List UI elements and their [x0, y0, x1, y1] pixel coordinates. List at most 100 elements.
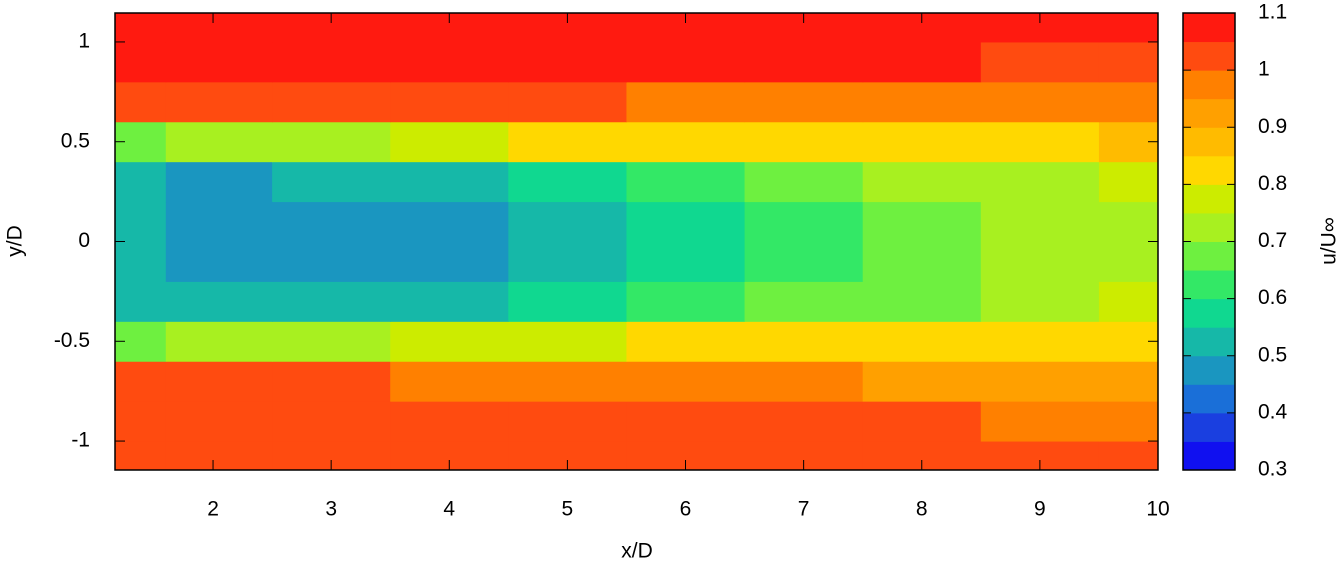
x-tick-label: 2 — [207, 498, 219, 521]
colorbar-band — [1183, 98, 1235, 128]
contour-cell — [980, 161, 1100, 203]
colorbar-band — [1183, 441, 1235, 471]
colorbar-label: u/U∞ — [1318, 217, 1341, 265]
contour-cell — [626, 241, 746, 282]
contour-cell — [390, 121, 509, 163]
contour-cell — [744, 121, 864, 163]
contour-cell — [115, 81, 167, 123]
contour-cell — [390, 81, 509, 123]
contour-cell — [115, 281, 167, 322]
contour-cell — [1098, 361, 1159, 402]
contour-cell — [508, 121, 627, 163]
x-tick-label: 8 — [916, 498, 928, 521]
contour-cell — [862, 321, 982, 362]
contour-cell — [272, 281, 391, 322]
contour-cell — [115, 13, 167, 43]
contour-cell — [390, 281, 509, 322]
x-tick-label: 10 — [1146, 498, 1169, 521]
contour-cell — [165, 161, 273, 203]
colorbar-tick-label: 0.5 — [1258, 343, 1287, 366]
contour-cell — [744, 361, 864, 402]
contour-cell — [980, 401, 1100, 442]
colorbar-band — [1183, 384, 1235, 414]
x-tick-label: 5 — [562, 498, 574, 521]
colorbar-band — [1183, 355, 1235, 385]
contour-cell — [744, 81, 864, 123]
y-tick-label: -0.5 — [54, 329, 90, 352]
contour-cell — [980, 121, 1100, 163]
contour-cell — [862, 401, 982, 442]
colorbar-tick-label: 0.7 — [1258, 229, 1287, 252]
contour-cell — [744, 401, 864, 442]
contour-cell — [1098, 41, 1159, 83]
contour-cell — [626, 321, 746, 362]
contour-cell — [508, 81, 627, 123]
colorbar-band — [1183, 155, 1235, 185]
contour-cell — [390, 161, 509, 203]
contour-cell — [1098, 81, 1159, 123]
contour-cell — [390, 241, 509, 282]
contour-cell — [1098, 161, 1159, 203]
contour-cell — [980, 321, 1100, 362]
contour-cell — [165, 41, 273, 83]
contour-cell — [115, 361, 167, 402]
contour-cell — [115, 161, 167, 203]
y-axis-label: y/D — [4, 225, 27, 257]
contour-cell — [626, 401, 746, 442]
colorbar-tick-label: 0.6 — [1258, 286, 1287, 309]
contour-cell — [1098, 441, 1159, 471]
contour-cell — [390, 321, 509, 362]
contour-cell — [390, 41, 509, 83]
colorbar-band — [1183, 412, 1235, 442]
contour-cell — [626, 41, 746, 83]
contour-cell — [862, 81, 982, 123]
colorbar-band — [1183, 270, 1235, 300]
contour-cell — [980, 241, 1100, 282]
y-tick-label: 0 — [78, 229, 90, 252]
contour-cell — [508, 361, 627, 402]
contour-cell — [626, 81, 746, 123]
contour-cell — [272, 321, 391, 362]
contour-cell — [165, 361, 273, 402]
contour-cell — [272, 241, 391, 282]
contour-cell — [272, 201, 391, 242]
contour-cell — [165, 121, 273, 163]
y-tick-label: 1 — [78, 29, 90, 52]
contour-cell — [272, 121, 391, 163]
colorbar-band — [1183, 70, 1235, 100]
contour-cell — [980, 81, 1100, 123]
contour-cell — [508, 241, 627, 282]
contour-cell — [115, 201, 167, 242]
contour-cell — [744, 281, 864, 322]
contour-cell — [1098, 241, 1159, 282]
x-tick-label: 7 — [798, 498, 810, 521]
y-tick-label: 0.5 — [61, 129, 90, 152]
x-axis-label: x/D — [621, 540, 653, 563]
contour-cell — [165, 441, 273, 471]
contour-cell — [508, 41, 627, 83]
contour-cell — [272, 81, 391, 123]
plot-area — [115, 13, 1159, 471]
contour-cell — [272, 401, 391, 442]
contour-cell — [165, 81, 273, 123]
contour-cell — [862, 161, 982, 203]
colorbar-band — [1183, 41, 1235, 71]
contour-cell — [862, 201, 982, 242]
contour-cell — [744, 41, 864, 83]
contour-cell — [744, 321, 864, 362]
contour-cell — [980, 41, 1100, 83]
y-tick-label: -1 — [71, 429, 90, 452]
contour-cell — [626, 121, 746, 163]
contour-cell — [390, 201, 509, 242]
contour-cell — [115, 401, 167, 442]
contour-cell — [272, 161, 391, 203]
contour-cell — [626, 281, 746, 322]
contour-cell — [390, 361, 509, 402]
contour-cell — [862, 121, 982, 163]
contour-cell — [508, 201, 627, 242]
x-tick-label: 9 — [1034, 498, 1046, 521]
contour-cell — [1098, 13, 1159, 43]
colorbar-tick-label: 0.3 — [1258, 458, 1287, 481]
contour-cell — [862, 241, 982, 282]
